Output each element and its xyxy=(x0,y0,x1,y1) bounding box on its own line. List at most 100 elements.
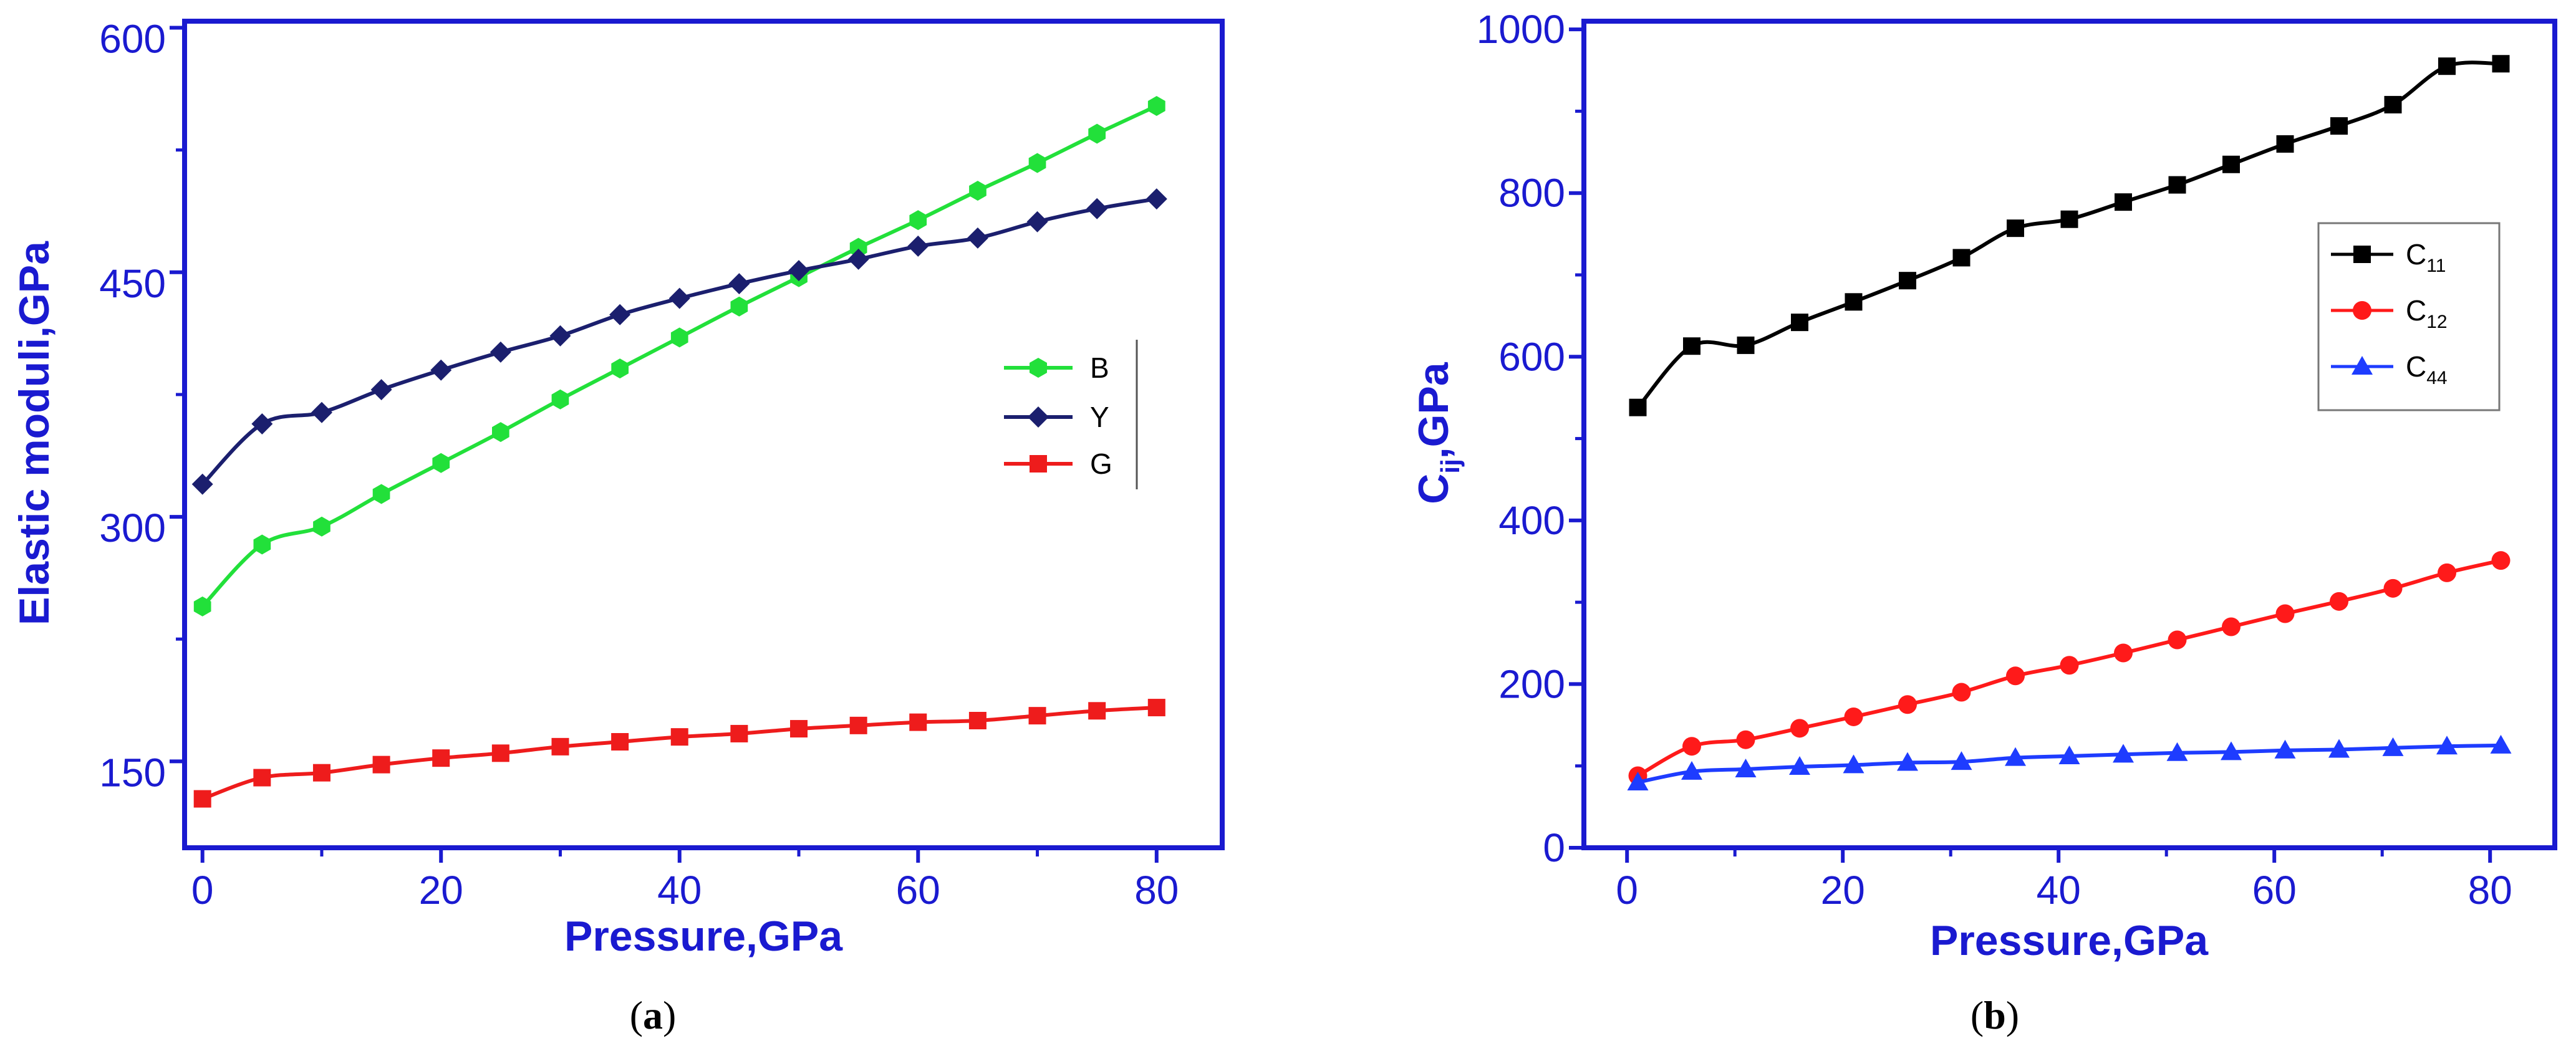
chart-b-y-axis-title: Cij,GPa xyxy=(1410,362,1465,504)
data-point-G xyxy=(193,790,211,808)
legend-label-C44: C44 xyxy=(2406,350,2448,388)
data-point-Y xyxy=(430,359,452,381)
legend-marker-C44 xyxy=(2352,356,2373,375)
series-B xyxy=(193,96,1165,616)
data-point-C12 xyxy=(1682,737,1701,756)
data-point-C12 xyxy=(2330,592,2348,611)
data-point-B xyxy=(1147,96,1165,116)
data-point-Y xyxy=(847,248,869,270)
y-tick-label: 200 xyxy=(1498,661,1565,706)
chart-a-legend: B Y G xyxy=(1004,340,1138,489)
data-point-G xyxy=(909,713,927,731)
data-point-C12 xyxy=(2222,617,2241,636)
data-point-B xyxy=(1028,153,1046,173)
data-point-Y xyxy=(1026,211,1048,233)
data-point-C11 xyxy=(2007,219,2024,237)
x-tick-label: 40 xyxy=(2037,868,2081,913)
data-point-G xyxy=(1147,699,1165,717)
data-point-C44 xyxy=(2221,741,2242,760)
data-point-C11 xyxy=(2060,210,2078,228)
data-point-B xyxy=(1088,123,1106,144)
data-point-B xyxy=(432,453,450,473)
data-point-Y xyxy=(549,325,571,347)
data-point-C11 xyxy=(1952,249,1971,267)
x-tick-label: 80 xyxy=(1134,868,1179,913)
chart-b-series xyxy=(1627,55,2512,790)
data-point-C12 xyxy=(2006,666,2025,686)
data-point-G xyxy=(611,733,629,751)
data-point-C11 xyxy=(1629,398,1647,416)
data-point-C44 xyxy=(2328,739,2350,758)
data-point-B xyxy=(253,534,271,555)
data-point-G xyxy=(253,769,271,787)
x-tick-label: 40 xyxy=(657,868,702,913)
data-point-C12 xyxy=(1952,683,1971,702)
legend-label-Y: Y xyxy=(1090,401,1109,433)
data-point-G xyxy=(670,728,688,746)
data-point-G xyxy=(372,756,390,774)
data-point-G xyxy=(790,720,808,738)
x-tick-label: 20 xyxy=(1821,868,1865,913)
legend-label-G: G xyxy=(1090,448,1112,480)
chart-a-x-axis-title: Pressure,GPa xyxy=(564,913,843,960)
chart-a-series xyxy=(191,96,1167,808)
data-point-C12 xyxy=(2060,656,2079,675)
data-point-C12 xyxy=(1790,719,1809,738)
y-tick-label: 1000 xyxy=(1477,7,1565,52)
data-point-Y xyxy=(251,413,273,434)
data-point-C12 xyxy=(2383,578,2403,598)
data-point-C11 xyxy=(2115,193,2132,211)
data-point-B xyxy=(611,358,629,379)
data-point-Y xyxy=(728,273,750,295)
data-point-C12 xyxy=(1898,695,1917,714)
data-point-C44 xyxy=(1843,754,1864,774)
data-point-Y xyxy=(191,473,213,495)
y-tick-label: 400 xyxy=(1498,498,1565,543)
data-point-C12 xyxy=(2114,643,2133,663)
series-G xyxy=(193,699,1165,808)
data-point-C44 xyxy=(2382,737,2404,756)
data-point-Y xyxy=(609,304,631,325)
x-tick-label: 60 xyxy=(2252,868,2297,913)
data-point-Y xyxy=(1146,188,1167,210)
data-point-B xyxy=(849,237,867,258)
legend-label-C11: C11 xyxy=(2406,238,2446,276)
data-point-B xyxy=(551,389,569,410)
y-tick-label: 600 xyxy=(99,16,166,61)
data-point-C11 xyxy=(1845,293,1863,311)
series-line-G xyxy=(201,706,1157,801)
data-point-C44 xyxy=(1735,758,1757,777)
caption-b: (b) xyxy=(1971,993,2019,1037)
x-tick-label: 60 xyxy=(896,868,940,913)
y-tick-label: 800 xyxy=(1498,171,1565,216)
data-point-Y xyxy=(1086,198,1108,219)
legend-marker-C11 xyxy=(2353,246,2371,263)
data-point-G xyxy=(1028,707,1046,725)
data-point-C44 xyxy=(2274,739,2296,759)
data-point-C44 xyxy=(1627,771,1649,790)
data-point-C44 xyxy=(1681,760,1702,780)
data-point-C44 xyxy=(2490,734,2512,754)
chart-a-elastic-moduli: 0 20 40 60 80 150 300 450 600 B Y G Pressure,GPa… xyxy=(11,16,1225,1037)
data-point-C12 xyxy=(2275,604,2295,623)
legend-label-C12: C12 xyxy=(2406,294,2448,332)
y-tick-label: 300 xyxy=(99,506,166,550)
data-point-C44 xyxy=(2436,736,2458,755)
chart-b-plot-frame xyxy=(1581,19,2557,850)
data-point-C11 xyxy=(1791,314,1808,332)
data-point-Y xyxy=(788,260,810,282)
data-point-C11 xyxy=(2276,135,2294,153)
data-point-G xyxy=(491,744,509,762)
data-point-Y xyxy=(370,379,392,401)
series-Y xyxy=(191,188,1167,495)
data-point-G xyxy=(551,737,569,756)
chart-b-ticks xyxy=(1569,27,2492,863)
data-point-B xyxy=(313,516,330,537)
data-point-Y xyxy=(907,235,929,257)
y-tick-label: 600 xyxy=(1498,334,1565,379)
data-point-C11 xyxy=(2438,57,2456,75)
data-point-C44 xyxy=(1789,756,1810,775)
data-point-C11 xyxy=(2330,117,2348,135)
